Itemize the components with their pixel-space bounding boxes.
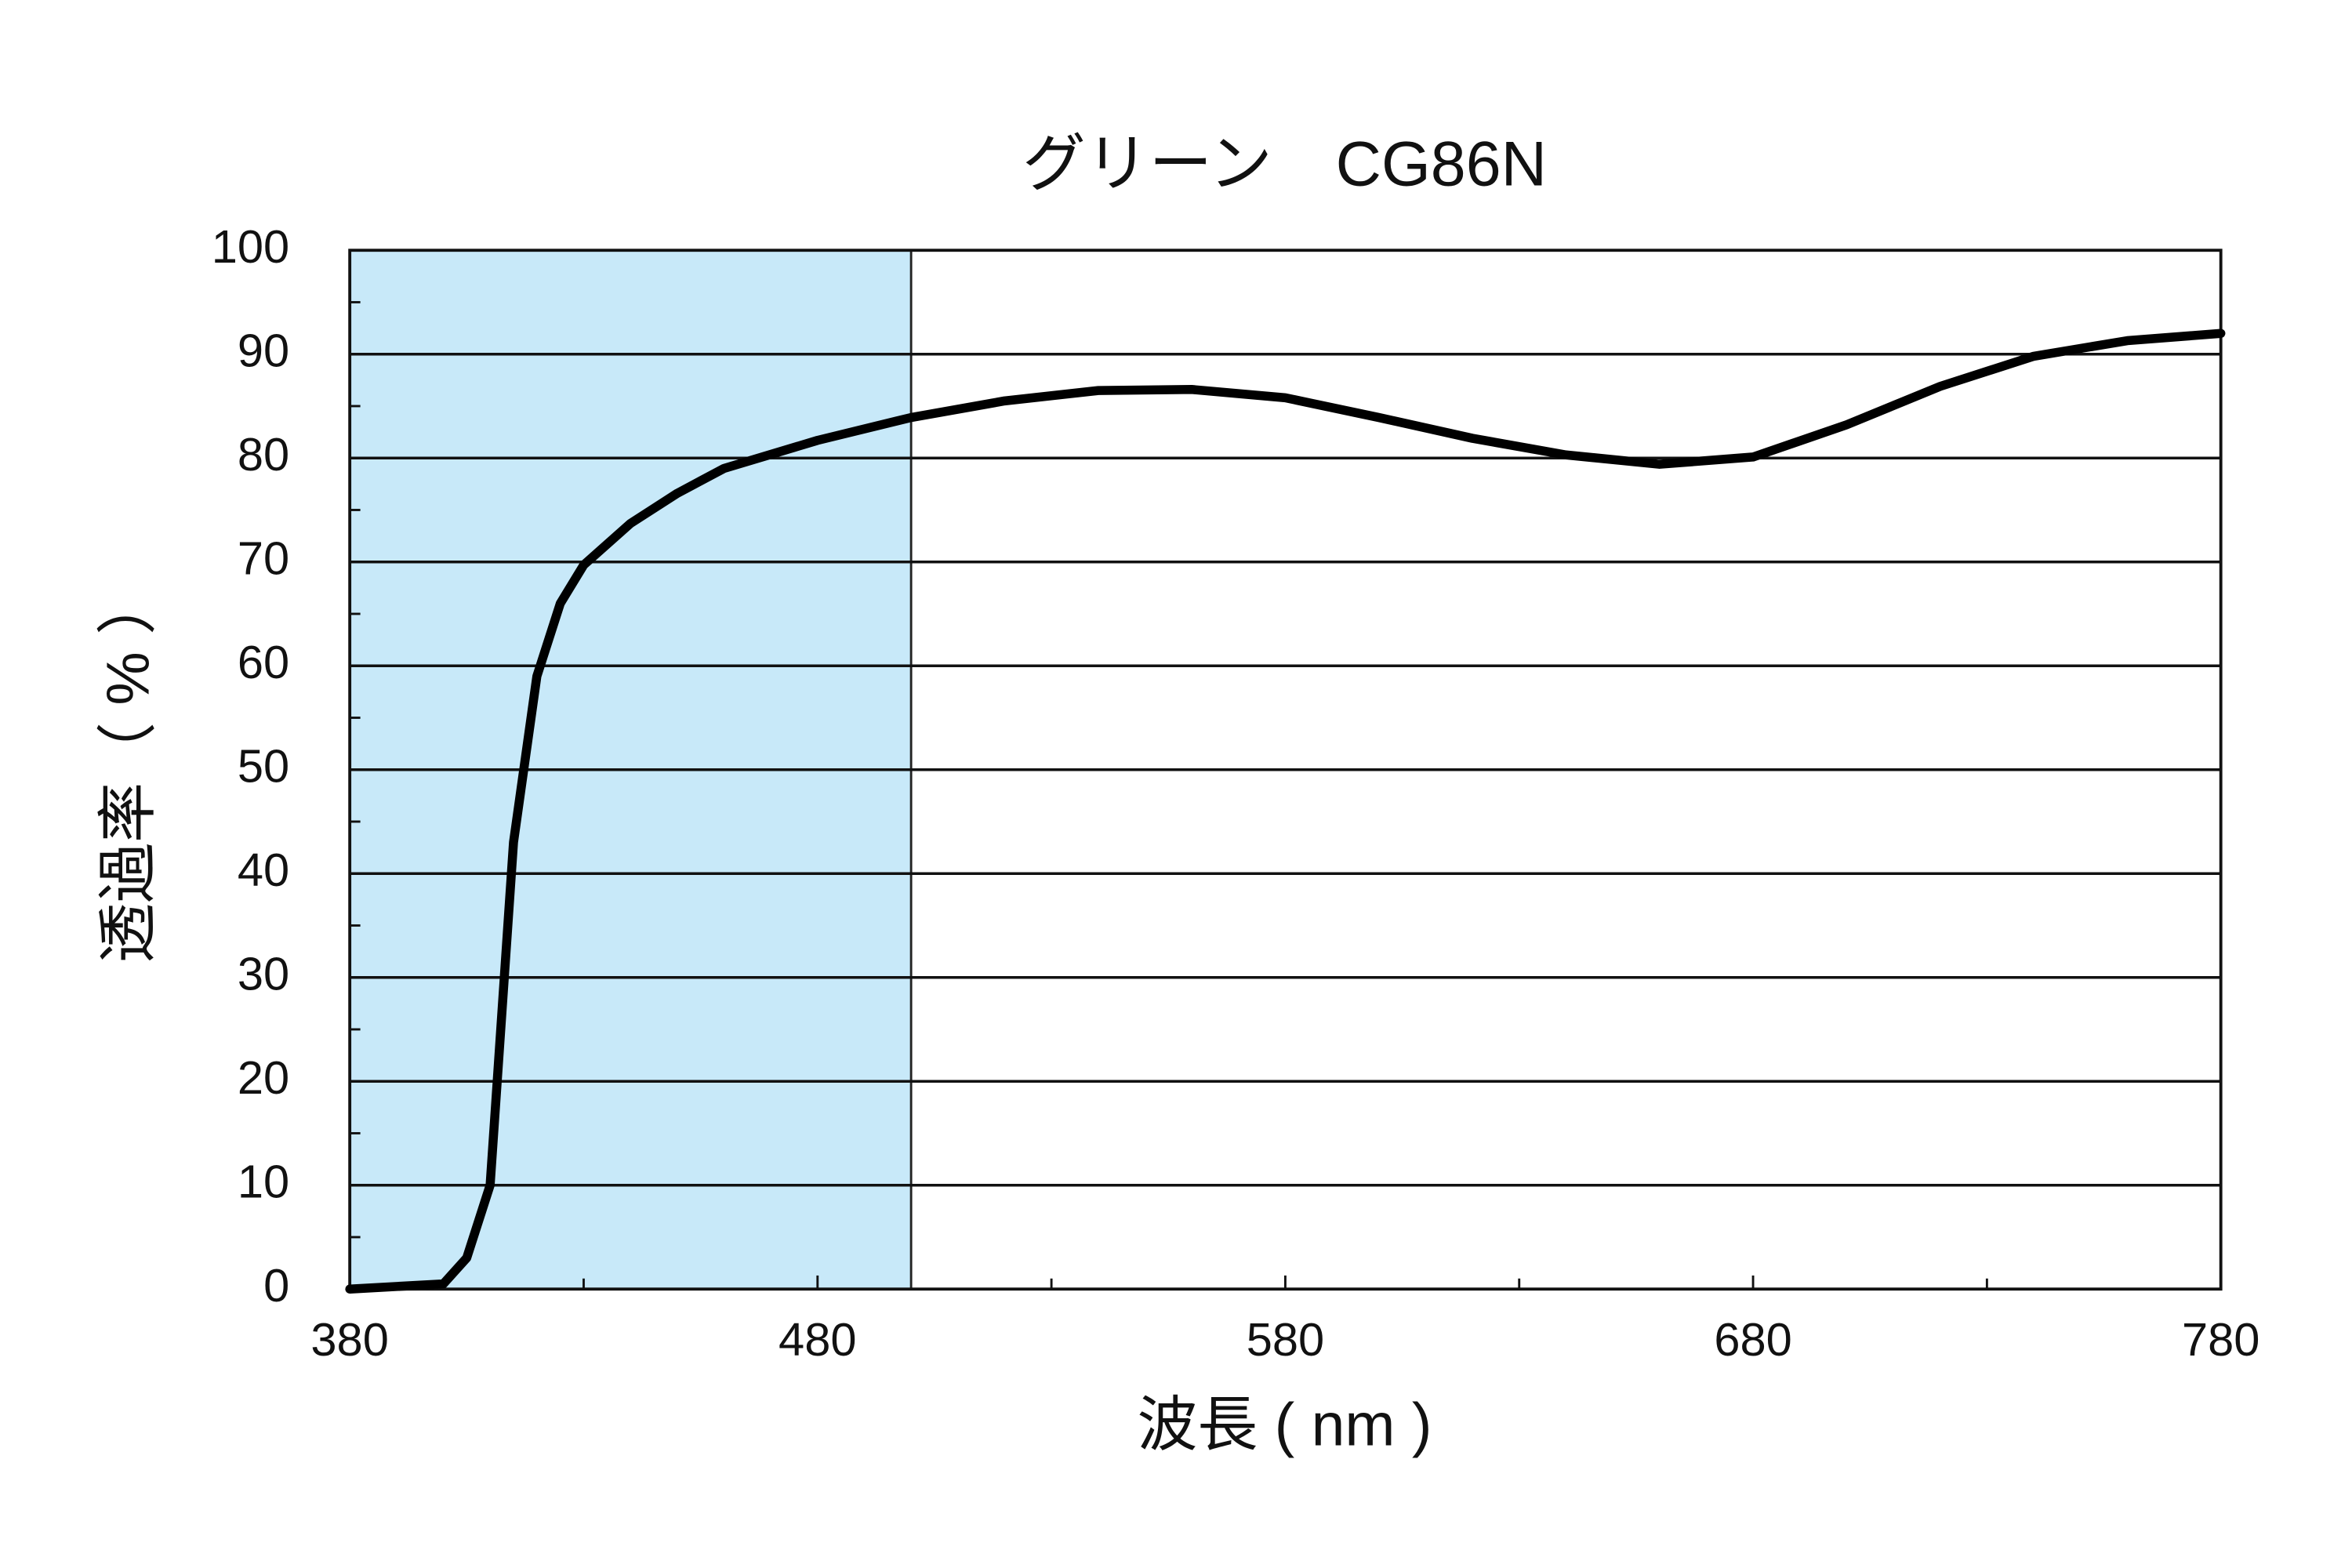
y-tick-label: 30 [238, 947, 289, 1000]
x-tick-label: 780 [2182, 1313, 2259, 1366]
y-tick-label: 50 [238, 739, 289, 792]
y-tick-label: 90 [238, 324, 289, 376]
chart-title: グリーン CG86N [1022, 129, 1547, 200]
x-tick-label: 380 [310, 1313, 388, 1366]
data-line [345, 328, 2226, 1294]
y-tick-label: 10 [238, 1155, 289, 1207]
plot-frame [348, 249, 2223, 1291]
y-axis-label: 透過率（ % ） [95, 575, 162, 964]
y-tick-label: 80 [238, 428, 289, 481]
y-tick-label: 100 [212, 220, 289, 273]
y-tick-label: 40 [238, 844, 289, 896]
x-tick-label: 680 [1714, 1313, 1791, 1366]
x-tick-label: 480 [779, 1313, 856, 1366]
y-tick-label: 20 [238, 1051, 289, 1104]
y-tick-label: 0 [263, 1259, 289, 1312]
x-tick-label: 580 [1247, 1313, 1324, 1366]
x-axis-label: 波長 ( nm ) [1137, 1391, 1432, 1458]
y-tick-label: 60 [238, 636, 289, 688]
y-tick-label: 70 [238, 532, 289, 584]
